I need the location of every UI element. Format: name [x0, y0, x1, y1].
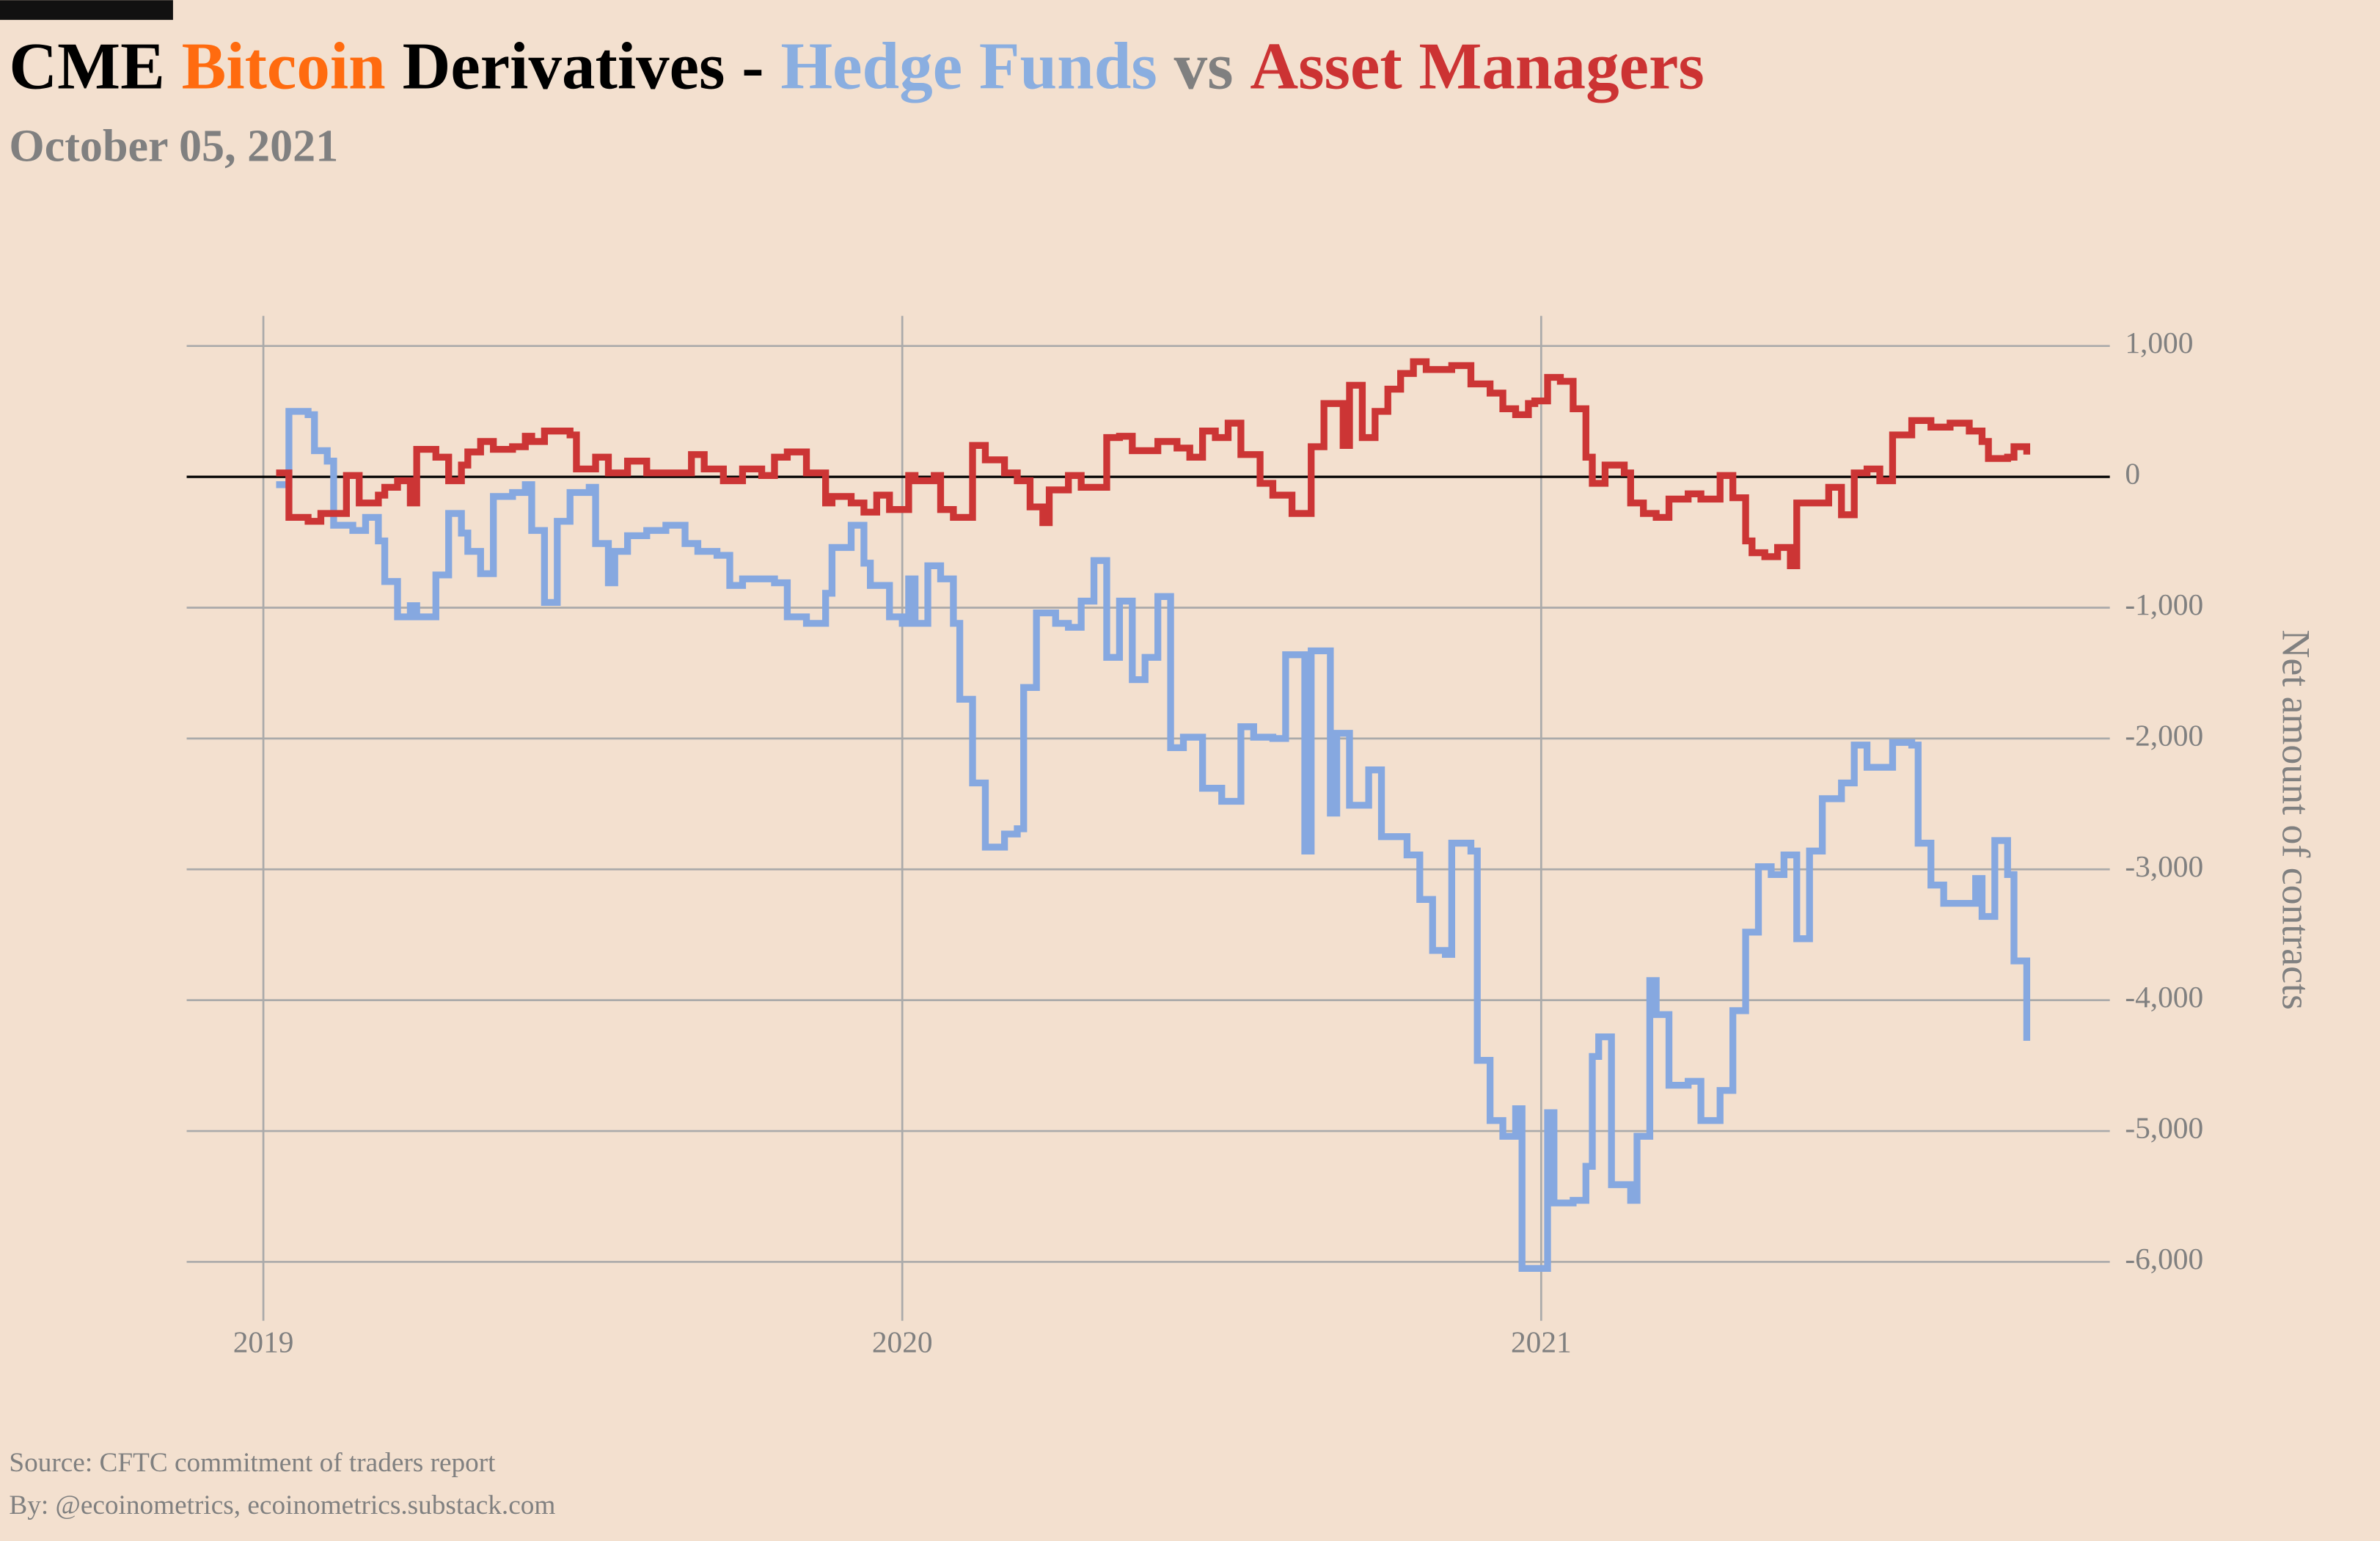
title-part: Derivatives -	[403, 29, 764, 103]
chart-title: CME Bitcoin Derivatives - Hedge Funds vs…	[9, 29, 1704, 103]
y-tick-label: -2,000	[2125, 718, 2203, 752]
y-tick-label: 1,000	[2125, 326, 2193, 359]
x-tick-label: 2019	[233, 1325, 294, 1358]
title-part: Hedge Funds	[780, 29, 1157, 103]
y-axis-title: Net amount of contracts	[2274, 630, 2318, 1010]
y-tick-label: -4,000	[2125, 980, 2203, 1014]
series-line	[276, 408, 2031, 1273]
y-tick-label: 0	[2125, 457, 2140, 491]
corner-bar	[0, 0, 173, 21]
title-part: CME	[9, 29, 164, 103]
y-tick-label: -1,000	[2125, 588, 2203, 621]
x-tick-label: 2021	[1511, 1325, 1572, 1358]
chart-subtitle: October 05, 2021	[9, 121, 338, 171]
title-part: Bitcoin	[182, 29, 386, 103]
series-line	[276, 358, 2031, 570]
y-tick-label: -5,000	[2125, 1111, 2203, 1145]
y-tick-label: -6,000	[2125, 1242, 2203, 1275]
x-tick-label: 2020	[872, 1325, 933, 1358]
byline: By: @ecoinometrics, ecoinometrics.substa…	[9, 1490, 555, 1520]
title-part: vs	[1174, 29, 1234, 103]
title-part: Asset Managers	[1250, 29, 1705, 103]
source-note: Source: CFTC commitment of traders repor…	[9, 1448, 496, 1478]
y-tick-label: -3,000	[2125, 849, 2203, 883]
